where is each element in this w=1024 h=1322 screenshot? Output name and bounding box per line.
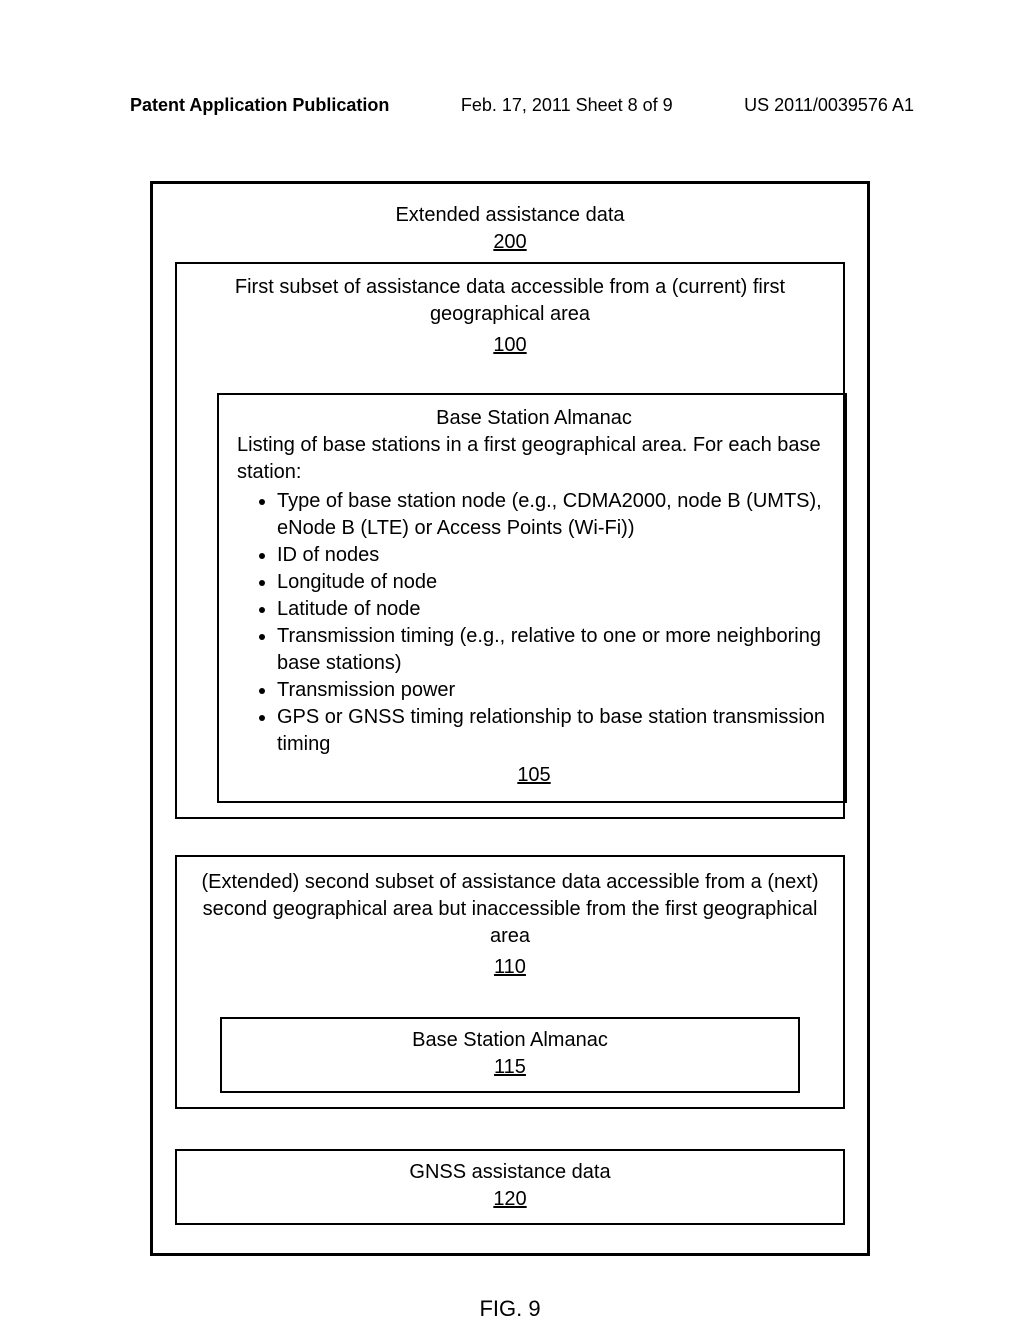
almanac-bullet: ID of nodes [277,542,831,569]
second-subset-ref: 110 [197,954,823,981]
almanac-box: Base Station Almanac Listing of base sta… [217,393,847,803]
second-subset-box: (Extended) second subset of assistance d… [175,855,845,1109]
sub-almanac-title: Base Station Almanac [234,1027,786,1054]
almanac-bullet: Longitude of node [277,569,831,596]
header-left: Patent Application Publication [130,95,389,116]
figure-caption: FIG. 9 [150,1296,870,1322]
header-right: US 2011/0039576 A1 [744,95,914,116]
almanac-intro: Listing of base stations in a first geog… [237,432,831,486]
first-subset-box: First subset of assistance data accessib… [175,262,845,819]
almanac-ref: 105 [237,762,831,789]
extended-assistance-box: Extended assistance data 200 First subse… [150,181,870,1256]
sub-almanac-box: Base Station Almanac 115 [220,1017,800,1093]
almanac-bullet: Type of base station node (e.g., CDMA200… [277,488,831,542]
almanac-bullet-list: Type of base station node (e.g., CDMA200… [237,488,831,758]
almanac-bullet: GPS or GNSS timing relationship to base … [277,704,831,758]
almanac-title: Base Station Almanac [237,405,831,432]
almanac-bullet: Transmission power [277,677,831,704]
outer-title-block: Extended assistance data 200 [175,202,845,256]
page-header: Patent Application Publication Feb. 17, … [130,95,914,116]
almanac-bullet: Transmission timing (e.g., relative to o… [277,623,831,677]
gnss-title: GNSS assistance data [189,1159,831,1186]
first-subset-text: First subset of assistance data accessib… [197,274,823,328]
first-subset-ref: 100 [197,332,823,359]
second-subset-text: (Extended) second subset of assistance d… [197,869,823,950]
sub-almanac-ref: 115 [494,1056,526,1078]
page: Patent Application Publication Feb. 17, … [0,0,1024,1320]
outer-ref: 200 [493,231,526,253]
almanac-bullet: Latitude of node [277,596,831,623]
gnss-ref: 120 [493,1188,526,1210]
header-center: Feb. 17, 2011 Sheet 8 of 9 [461,95,673,116]
gnss-box: GNSS assistance data 120 [175,1149,845,1225]
outer-title: Extended assistance data [395,204,624,226]
